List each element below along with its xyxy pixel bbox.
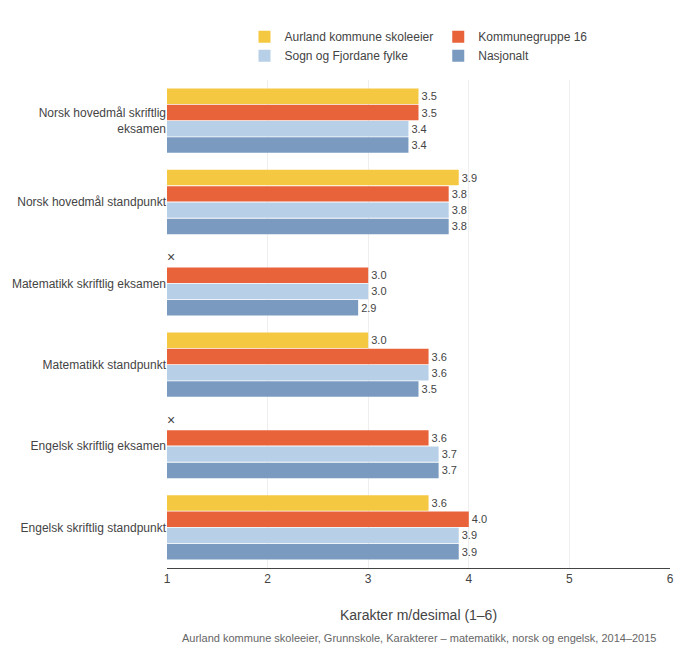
svg-text:2: 2	[264, 572, 271, 586]
svg-text:Matematikk standpunkt: Matematikk standpunkt	[43, 358, 167, 372]
svg-text:×: ×	[167, 412, 175, 428]
svg-text:3.5: 3.5	[422, 90, 437, 102]
svg-text:3.0: 3.0	[371, 269, 386, 281]
svg-text:4: 4	[465, 572, 472, 586]
svg-text:3.0: 3.0	[371, 334, 386, 346]
svg-text:3.0: 3.0	[371, 285, 386, 297]
svg-text:Aurland kommune skoleeier: Aurland kommune skoleeier	[285, 30, 434, 44]
svg-text:Engelsk skriftlig standpunkt: Engelsk skriftlig standpunkt	[21, 521, 167, 535]
svg-text:3.9: 3.9	[462, 529, 477, 541]
svg-text:3.9: 3.9	[462, 172, 477, 184]
svg-text:3.4: 3.4	[411, 139, 426, 151]
svg-text:3.7: 3.7	[442, 448, 457, 460]
svg-text:Karakter m/desimal (1–6): Karakter m/desimal (1–6)	[340, 607, 497, 623]
svg-text:Matematikk skriftlig eksamen: Matematikk skriftlig eksamen	[12, 277, 166, 291]
svg-text:3.8: 3.8	[452, 188, 467, 200]
svg-text:3.6: 3.6	[432, 432, 447, 444]
svg-text:5: 5	[566, 572, 573, 586]
svg-text:Engelsk skriftlig eksamen: Engelsk skriftlig eksamen	[31, 439, 166, 453]
svg-text:3.8: 3.8	[452, 220, 467, 232]
svg-text:3: 3	[365, 572, 372, 586]
svg-text:2.9: 2.9	[361, 302, 376, 314]
svg-text:3.6: 3.6	[432, 497, 447, 509]
svg-text:Norsk hovedmål skriftligeksame: Norsk hovedmål skriftligeksamen	[39, 106, 166, 136]
svg-text:×: ×	[167, 249, 175, 265]
svg-text:3.4: 3.4	[411, 123, 426, 135]
svg-text:6: 6	[667, 572, 674, 586]
svg-text:3.5: 3.5	[422, 107, 437, 119]
svg-text:3.6: 3.6	[432, 367, 447, 379]
svg-text:4.0: 4.0	[472, 513, 487, 525]
svg-text:Norsk hovedmål standpunkt: Norsk hovedmål standpunkt	[17, 195, 166, 209]
svg-text:3.8: 3.8	[452, 204, 467, 216]
svg-text:3.7: 3.7	[442, 464, 457, 476]
svg-text:3.5: 3.5	[422, 383, 437, 395]
svg-text:Nasjonalt: Nasjonalt	[478, 49, 529, 63]
svg-text:Kommunegruppe 16: Kommunegruppe 16	[478, 30, 587, 44]
svg-text:3.9: 3.9	[462, 546, 477, 558]
svg-text:Sogn og Fjordane fylke: Sogn og Fjordane fylke	[285, 49, 409, 63]
svg-text:3.6: 3.6	[432, 351, 447, 363]
svg-text:Aurland kommune skoleeier, Gru: Aurland kommune skoleeier, Grunnskole, K…	[182, 632, 656, 644]
svg-text:1: 1	[164, 572, 171, 586]
